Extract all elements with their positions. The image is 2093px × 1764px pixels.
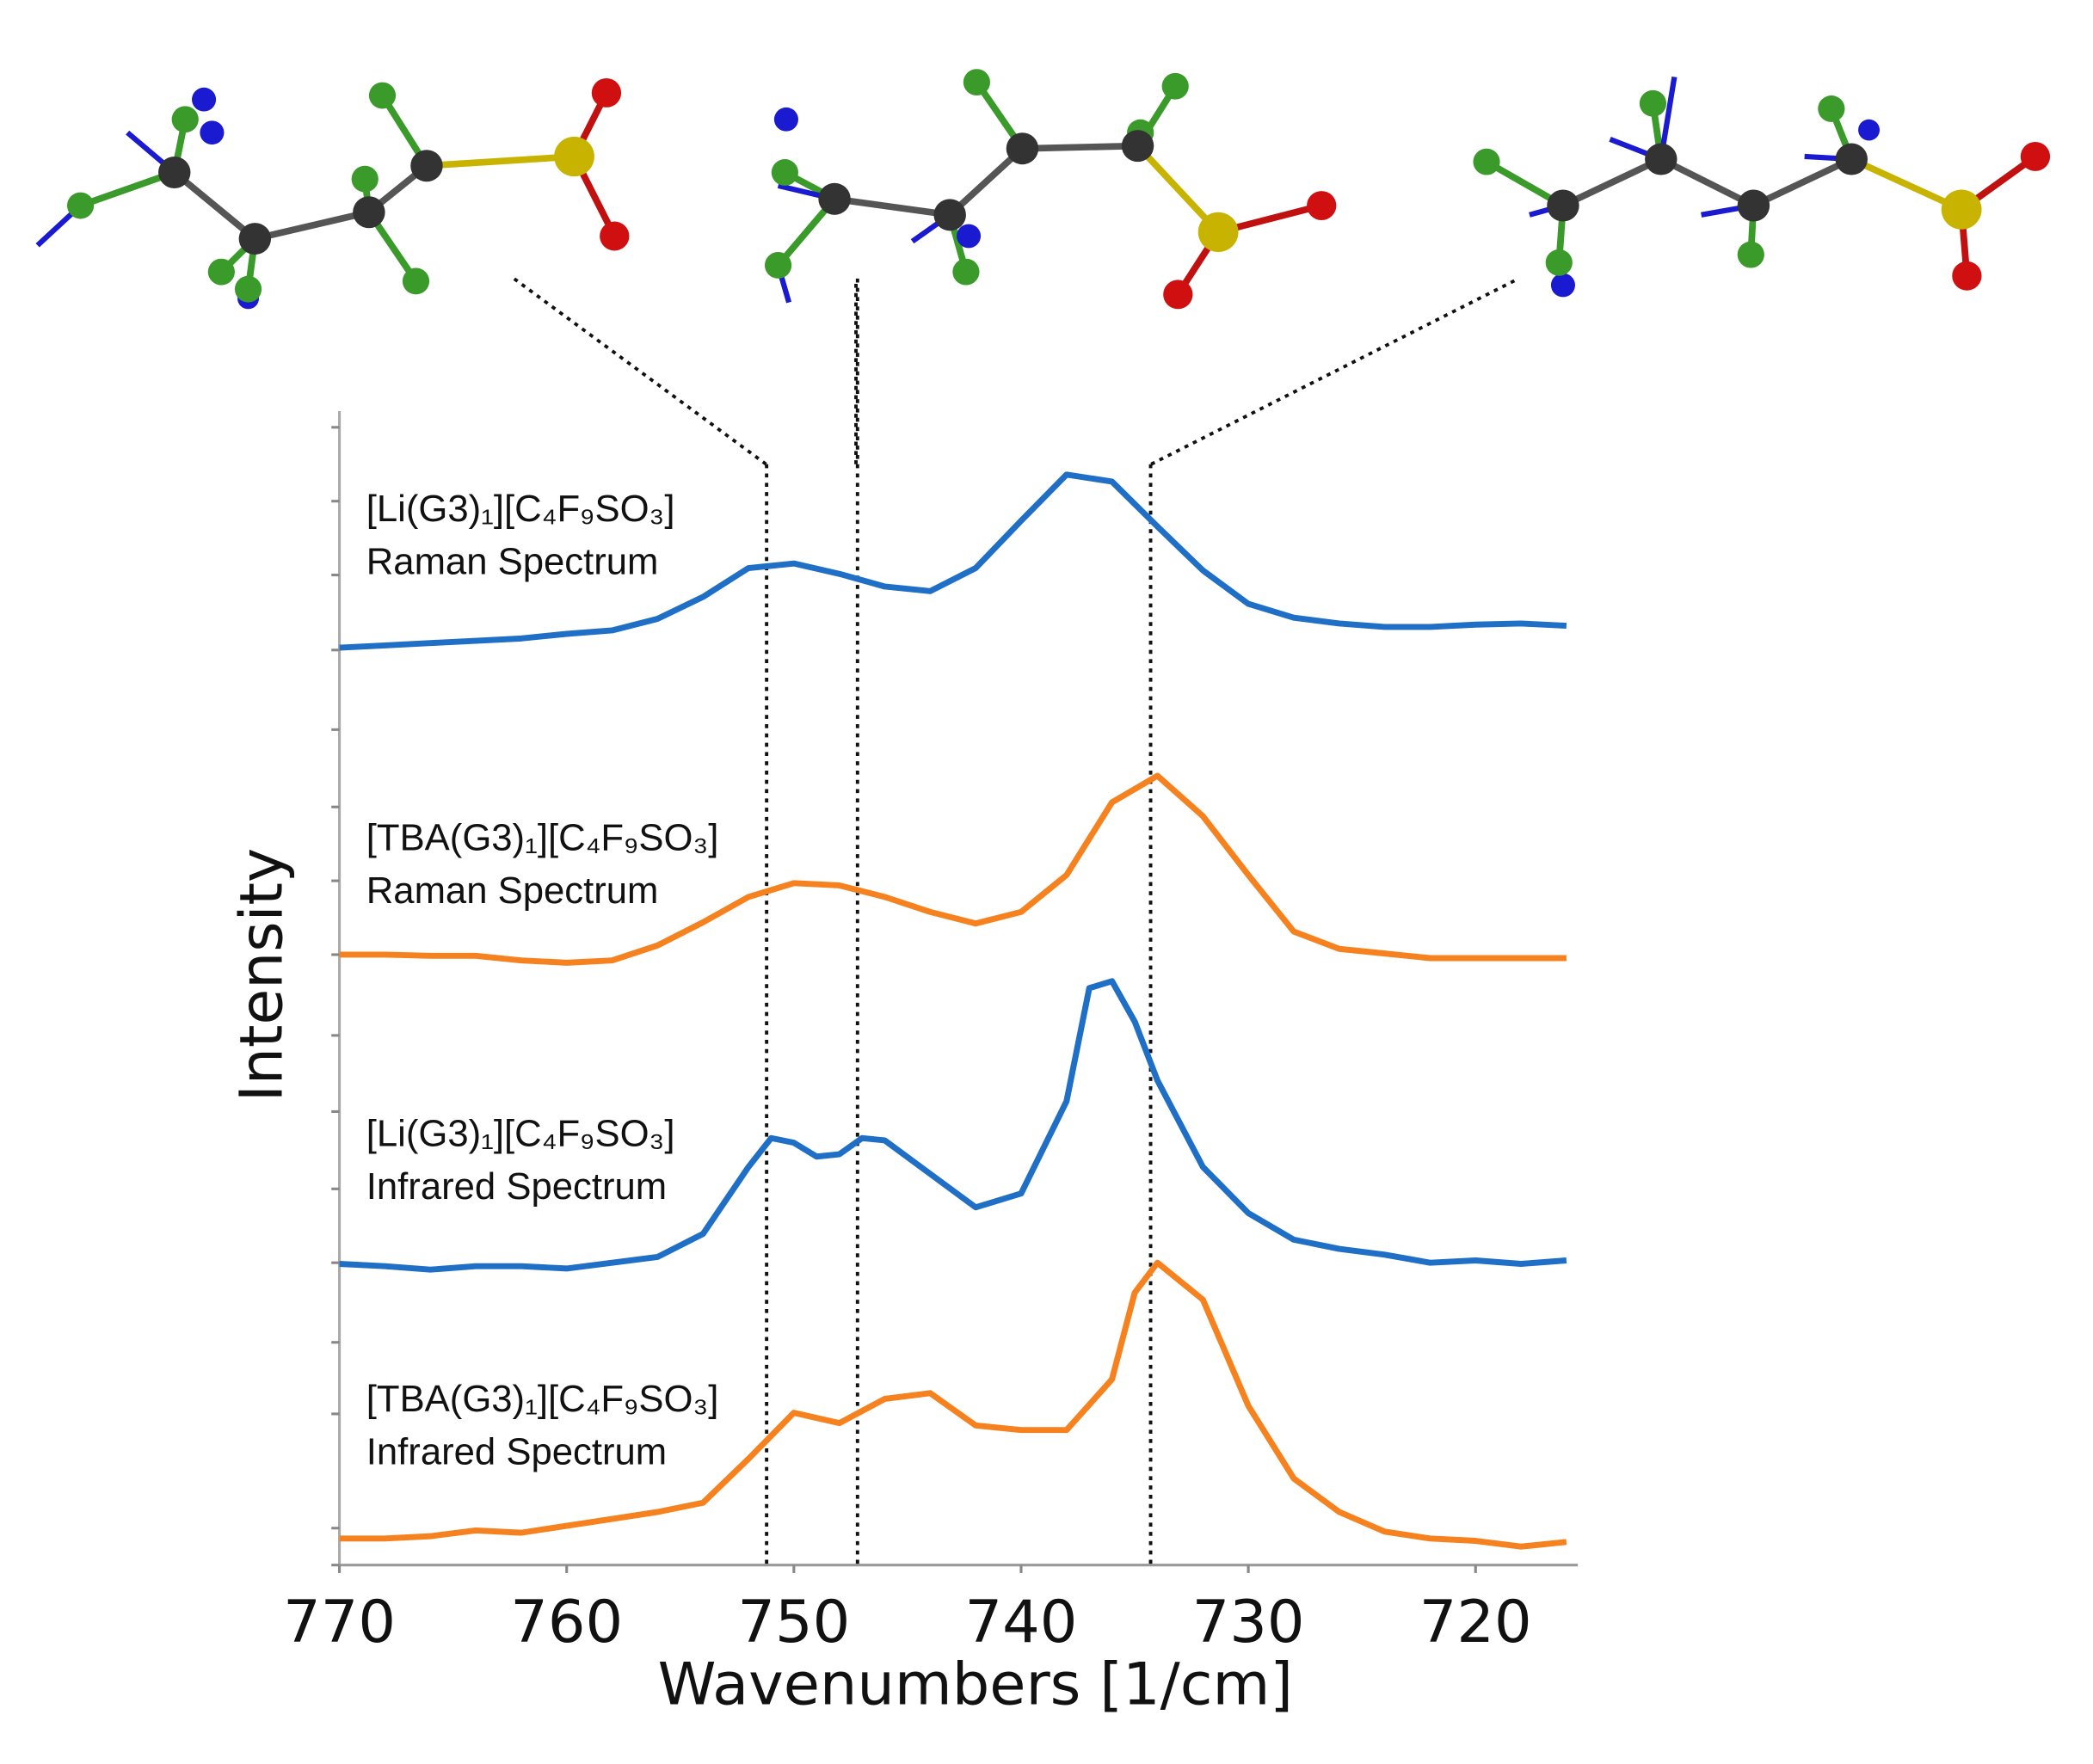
- molecule-middle: [764, 69, 1337, 310]
- x-tick-label: 750: [737, 1589, 850, 1656]
- x-tick-label: 730: [1192, 1589, 1305, 1656]
- connector-lines: [513, 277, 1520, 466]
- molecule-right: [1473, 76, 2051, 298]
- series-line: [339, 471, 1567, 651]
- series-subtitle: Raman Spectrum: [366, 870, 659, 912]
- series-label: [TBA(G3)₁][C₄F₉SO₃]: [366, 1379, 719, 1420]
- series-subtitle: Infrared Spectrum: [366, 1432, 667, 1473]
- series-line: [339, 772, 1567, 966]
- x-tick-label: 720: [1419, 1589, 1532, 1656]
- series-label: [Li(G3)₁][C₄F₉SO₃]: [366, 1114, 675, 1155]
- x-tick-label: 740: [965, 1589, 1078, 1656]
- series-subtitle: Infrared Spectrum: [366, 1166, 667, 1208]
- x-tick-label: 760: [510, 1589, 623, 1656]
- series-line: [339, 1259, 1567, 1550]
- x-axis-label: Wavenumbers [1/cm]: [658, 1651, 1293, 1719]
- molecule-left: [35, 77, 630, 310]
- series-line: [339, 978, 1567, 1273]
- series-subtitle: Raman Spectrum: [366, 542, 659, 583]
- y-axis-label: Intensity: [228, 848, 296, 1102]
- series-label: [Li(G3)₁][C₄F₉SO₃]: [366, 489, 675, 530]
- series-label: [TBA(G3)₁][C₄F₉SO₃]: [366, 818, 719, 859]
- x-tick-label: 770: [283, 1589, 396, 1656]
